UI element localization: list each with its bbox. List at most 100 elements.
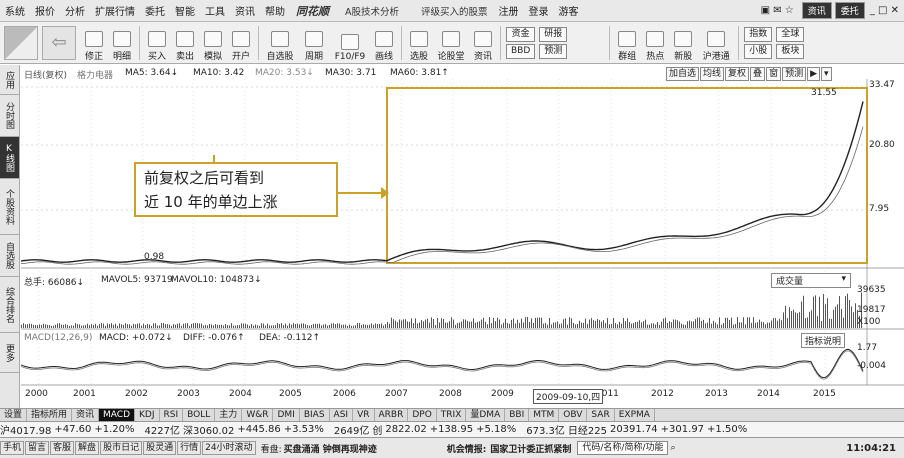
indicator-tab[interactable]: EXPMA xyxy=(615,409,655,421)
indicator-tab[interactable]: OBV xyxy=(559,409,587,421)
nav-stock-profile[interactable]: 个股资料 xyxy=(0,179,19,235)
search-icon[interactable]: ⌕ xyxy=(670,443,675,453)
sell-button[interactable]: 卖出 xyxy=(172,24,198,62)
indicator-tab[interactable]: 设置 xyxy=(0,409,27,421)
indicator-tab[interactable]: TRIX xyxy=(437,409,467,421)
message-button[interactable]: 留言 xyxy=(25,441,49,455)
service-button[interactable]: 客服 xyxy=(50,441,74,455)
nav-apps[interactable]: 应用 xyxy=(0,65,19,95)
bbd-button[interactable]: BBD xyxy=(506,44,535,59)
indicator-tab[interactable]: DMI xyxy=(273,409,299,421)
open-account-button[interactable]: 开户 xyxy=(228,24,254,62)
opportunity-text[interactable]: 国家卫计委正抓紧制 xyxy=(490,442,571,455)
news-button[interactable]: 资讯 xyxy=(802,2,832,19)
indicator-tab[interactable]: KDJ xyxy=(135,409,160,421)
back-arrow-icon[interactable]: ⇦ xyxy=(42,26,76,60)
nav-ranking[interactable]: 综合排名 xyxy=(0,277,19,333)
overlay-button[interactable]: 叠 xyxy=(750,67,765,81)
register-link[interactable]: 注册 xyxy=(494,3,524,18)
group-button[interactable]: 群组 xyxy=(614,24,640,62)
indicator-help-button[interactable]: 指标说明 xyxy=(801,333,845,348)
report-button[interactable]: 研报 xyxy=(539,27,567,42)
close-icon[interactable]: _ □ ✕ xyxy=(865,5,904,16)
indicator-tab[interactable]: 指标所用 xyxy=(27,409,72,421)
login-link[interactable]: 登录 xyxy=(524,3,554,18)
draw-line-button[interactable]: 画线 xyxy=(371,24,397,62)
rated-stocks-link[interactable]: 评级买入的股票 xyxy=(415,4,494,18)
indicator-tab[interactable]: MTM xyxy=(529,409,559,421)
volume-bar xyxy=(699,318,700,328)
sz-index[interactable]: 深3060.02 xyxy=(183,422,234,437)
trade-button[interactable]: 委托 xyxy=(835,2,865,19)
hotspot-button[interactable]: 热点 xyxy=(642,24,668,62)
menu-smart[interactable]: 智能 xyxy=(170,3,200,18)
menu-news[interactable]: 资讯 xyxy=(230,3,260,18)
indicator-tab[interactable]: SAR xyxy=(587,409,614,421)
layout-icon[interactable] xyxy=(4,26,38,60)
nav-intraday[interactable]: 分时图 xyxy=(0,95,19,137)
indicator-tab[interactable]: W&R xyxy=(242,409,273,421)
add-watchlist-button[interactable]: 加自选 xyxy=(666,67,699,81)
indicator-tab[interactable]: MACD xyxy=(99,409,135,421)
menu-system[interactable]: 系统 xyxy=(0,3,30,18)
sh-index[interactable]: 沪4017.98 xyxy=(0,422,51,437)
diary-button[interactable]: 股市日记 xyxy=(100,441,142,455)
forecast-button[interactable]: 预测 xyxy=(539,44,567,59)
menu-ext-quote[interactable]: 扩展行情 xyxy=(90,3,140,18)
stock-link-button[interactable]: 股灵通 xyxy=(143,441,176,455)
nav-watchlist[interactable]: 自选股 xyxy=(0,235,19,277)
indicator-tab[interactable]: 量DMA xyxy=(466,409,505,421)
info-button[interactable]: 资讯 xyxy=(470,24,496,62)
predict-button[interactable]: 预测 xyxy=(782,67,806,81)
indicator-tab[interactable]: BBI xyxy=(505,409,529,421)
volume-dropdown[interactable]: 成交量 ▾ xyxy=(771,273,851,288)
stock-picker-button[interactable]: 选股 xyxy=(406,24,432,62)
mobile-button[interactable]: 手机 xyxy=(0,441,24,455)
news-text[interactable]: 买盘涌涌 钟倒再现神迹 xyxy=(284,442,377,455)
ipo-button[interactable]: 新股 xyxy=(670,24,696,62)
indicator-tab[interactable]: VR xyxy=(353,409,374,421)
window-controls-icon[interactable]: ▣ ✉ ☆ xyxy=(756,5,799,16)
ma-button[interactable]: 均线 xyxy=(700,67,724,81)
indicator-tab[interactable]: ASI xyxy=(330,409,354,421)
sector-button[interactable]: 板块 xyxy=(776,44,804,59)
small-cap-button[interactable]: 小股 xyxy=(744,44,772,59)
indicator-tab[interactable]: BOLL xyxy=(183,409,215,421)
menu-trade[interactable]: 委托 xyxy=(140,3,170,18)
adjust-button[interactable]: 复权 xyxy=(725,67,749,81)
global-button[interactable]: 全球 xyxy=(776,27,804,42)
rolling-news-button[interactable]: 24小时滚动 xyxy=(202,441,255,455)
indicator-tab[interactable]: BIAS xyxy=(300,409,330,421)
period-button[interactable]: 周期 xyxy=(299,24,329,62)
indicator-tab[interactable]: 主力 xyxy=(215,409,242,421)
menu-tools[interactable]: 工具 xyxy=(200,3,230,18)
simulate-button[interactable]: 模拟 xyxy=(200,24,226,62)
hk-connect-button[interactable]: 沪港通 xyxy=(698,24,734,62)
analysis-button[interactable]: 解盘 xyxy=(75,441,99,455)
fix-button[interactable]: 修正 xyxy=(81,24,107,62)
indicator-tab[interactable]: DPO xyxy=(408,409,436,421)
detail-button[interactable]: 明细 xyxy=(109,24,135,62)
indicator-tab[interactable]: 资讯 xyxy=(72,409,99,421)
menu-quote[interactable]: 报价 xyxy=(30,3,60,18)
f10-button[interactable]: F10/F9 xyxy=(331,24,369,62)
menu-analysis[interactable]: 分析 xyxy=(60,3,90,18)
window-button[interactable]: 窗 xyxy=(766,67,781,81)
nikkei-label[interactable]: 日经225 xyxy=(568,422,607,437)
menu-arrow-icon[interactable]: ▾ xyxy=(821,67,832,81)
chart-area[interactable]: 日线(复权) 格力电器 MA5: 3.64↓ MA10: 3.42 MA20: … xyxy=(21,65,904,408)
next-arrow-icon[interactable]: ▶ xyxy=(807,67,820,81)
market-button[interactable]: 行情 xyxy=(177,441,201,455)
menu-help[interactable]: 帮助 xyxy=(260,3,290,18)
nav-kline[interactable]: K线图 xyxy=(0,137,19,179)
gem-label[interactable]: 创 xyxy=(372,422,382,437)
watchlist-button[interactable]: 自选股 xyxy=(263,24,297,62)
nav-more[interactable]: 更多 xyxy=(0,333,19,373)
search-input[interactable]: 代码/名称/简称/功能 xyxy=(577,441,668,455)
indicator-tab[interactable]: RSI xyxy=(160,409,184,421)
forum-button[interactable]: 论股堂 xyxy=(434,24,468,62)
index-button[interactable]: 指数 xyxy=(744,27,772,42)
fund-button[interactable]: 资金 xyxy=(506,27,535,42)
buy-button[interactable]: 买入 xyxy=(144,24,170,62)
indicator-tab[interactable]: ARBR xyxy=(375,409,409,421)
